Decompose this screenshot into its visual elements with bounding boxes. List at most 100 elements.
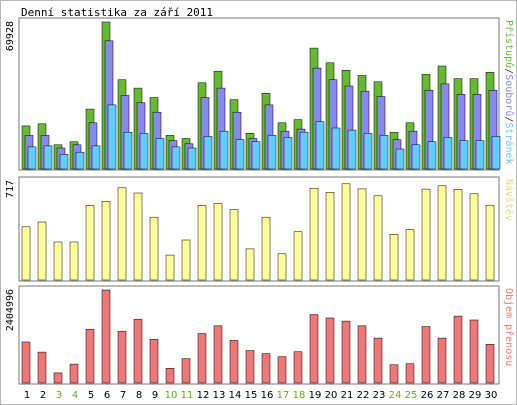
kbytes-bar-day-5 [85, 328, 95, 384]
x-tick-label-day-13: 13 [213, 390, 226, 401]
visits-bar-day-17 [277, 253, 287, 281]
x-tick-label-day-4: 4 [72, 390, 78, 401]
kbytes-bar-day-14 [229, 340, 239, 384]
visits-bar-day-22 [357, 188, 367, 281]
x-tick-label-day-15: 15 [245, 390, 258, 401]
chart-title: Denní statistika za září 2011 [21, 6, 214, 19]
panel-3-series-legend: Objem přenosu [503, 288, 515, 366]
kbytes-bar-day-26 [421, 326, 431, 384]
visits-bar-day-14 [229, 209, 239, 281]
pages-bar-day-14 [235, 139, 245, 170]
pages-bar-day-28 [459, 140, 469, 170]
pages-bar-day-27 [443, 137, 453, 170]
pages-bar-day-25 [411, 144, 421, 170]
pages-bar-day-19 [315, 121, 325, 170]
visits-bar-day-30 [485, 204, 495, 281]
x-tick-label-day-24: 24 [389, 390, 402, 401]
kbytes-bar-day-10 [165, 368, 175, 384]
visits-bar-day-5 [85, 205, 95, 281]
x-tick-label-day-5: 5 [88, 390, 94, 401]
pages-bar-day-13 [219, 130, 229, 170]
pages-bar-day-21 [347, 129, 357, 170]
x-tick-label-day-3: 3 [56, 390, 62, 401]
kbytes-bar-day-29 [469, 319, 479, 384]
kbytes-bar-day-15 [245, 350, 255, 384]
legend-entry: Souborů [503, 74, 515, 116]
pages-bar-day-16 [267, 135, 277, 170]
x-tick-label-day-18: 18 [293, 390, 306, 401]
x-tick-label-day-22: 22 [357, 390, 370, 401]
x-tick-label-day-21: 21 [341, 390, 354, 401]
x-tick-label-day-10: 10 [165, 390, 178, 401]
x-tick-label-day-7: 7 [120, 390, 126, 401]
x-tick-label-day-12: 12 [197, 390, 210, 401]
kbytes-bar-day-3 [53, 372, 63, 384]
pages-bar-day-30 [491, 136, 501, 170]
visits-bar-day-16 [261, 216, 271, 281]
pages-bar-day-6 [107, 104, 117, 170]
x-tick-label-day-8: 8 [136, 390, 142, 401]
kbytes-bar-day-18 [293, 351, 303, 384]
panel-1-ymax-label: 69928 [5, 21, 16, 51]
x-tick-label-day-28: 28 [453, 390, 466, 401]
x-tick-label-day-23: 23 [373, 390, 386, 401]
pages-bar-day-2 [43, 145, 53, 170]
panel-1-series-legend: Přístupů/Souborů/Stránek [503, 20, 515, 165]
kbytes-bar-day-28 [453, 315, 463, 384]
x-tick-label-day-25: 25 [405, 390, 418, 401]
x-tick-label-day-20: 20 [325, 390, 338, 401]
legend-entry: Objem přenosu [503, 288, 515, 366]
kbytes-bar-day-25 [405, 363, 415, 384]
pages-bar-day-24 [395, 148, 405, 170]
kbytes-bar-day-21 [341, 320, 351, 384]
visits-bar-day-28 [453, 189, 463, 281]
visits-bar-day-2 [37, 221, 47, 281]
visits-bar-day-12 [197, 205, 207, 281]
visits-bar-day-21 [341, 183, 351, 281]
visits-bar-day-4 [69, 241, 79, 281]
pages-bar-day-29 [475, 140, 485, 170]
x-tick-label-day-29: 29 [469, 390, 482, 401]
panel-2-series-legend: Návštěv [503, 179, 515, 221]
visits-bar-day-27 [437, 185, 447, 281]
kbytes-bar-day-13 [213, 325, 223, 384]
pages-bar-day-11 [187, 147, 197, 170]
panel-3-frame [18, 285, 500, 385]
kbytes-bar-day-30 [485, 344, 495, 384]
legend-entry: / [503, 116, 514, 122]
visits-bar-day-6 [101, 201, 111, 281]
x-tick-label-day-19: 19 [309, 390, 322, 401]
visits-bar-day-3 [53, 241, 63, 281]
x-tick-label-day-27: 27 [437, 390, 450, 401]
pages-bar-day-3 [59, 154, 69, 170]
pages-bar-day-17 [283, 137, 293, 170]
pages-bar-day-7 [123, 131, 133, 170]
pages-bar-day-12 [203, 136, 213, 170]
kbytes-bar-day-16 [261, 353, 271, 384]
panel-2-frame [18, 176, 500, 282]
x-tick-label-day-17: 17 [277, 390, 290, 401]
kbytes-bar-day-19 [309, 314, 319, 384]
legend-entry: Stránek [503, 122, 515, 164]
x-tick-label-day-2: 2 [40, 390, 46, 401]
pages-bar-day-20 [331, 127, 341, 170]
kbytes-bar-day-17 [277, 356, 287, 384]
visits-bar-day-8 [133, 192, 143, 281]
x-tick-label-day-30: 30 [485, 390, 498, 401]
x-tick-label-day-6: 6 [104, 390, 110, 401]
kbytes-bar-day-22 [357, 325, 367, 384]
visits-bar-day-1 [21, 226, 31, 281]
pages-bar-day-8 [139, 133, 149, 170]
pages-bar-day-5 [91, 145, 101, 170]
visits-bar-day-18 [293, 231, 303, 281]
kbytes-bar-day-7 [117, 330, 127, 384]
visits-bar-day-13 [213, 203, 223, 281]
visits-bar-day-9 [149, 216, 159, 281]
legend-entry: Přístupů [503, 20, 515, 68]
visits-bar-day-20 [325, 192, 335, 281]
kbytes-bar-day-11 [181, 358, 191, 384]
visits-bar-day-29 [469, 193, 479, 281]
kbytes-bar-day-20 [325, 317, 335, 384]
panel-3-ymax-label: 2404996 [5, 289, 16, 331]
pages-bar-day-9 [155, 138, 165, 170]
